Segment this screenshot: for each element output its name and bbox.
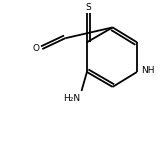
Text: S: S	[85, 3, 91, 12]
Text: NH: NH	[141, 66, 155, 75]
Text: O: O	[33, 44, 40, 53]
Text: H₂N: H₂N	[63, 94, 80, 103]
